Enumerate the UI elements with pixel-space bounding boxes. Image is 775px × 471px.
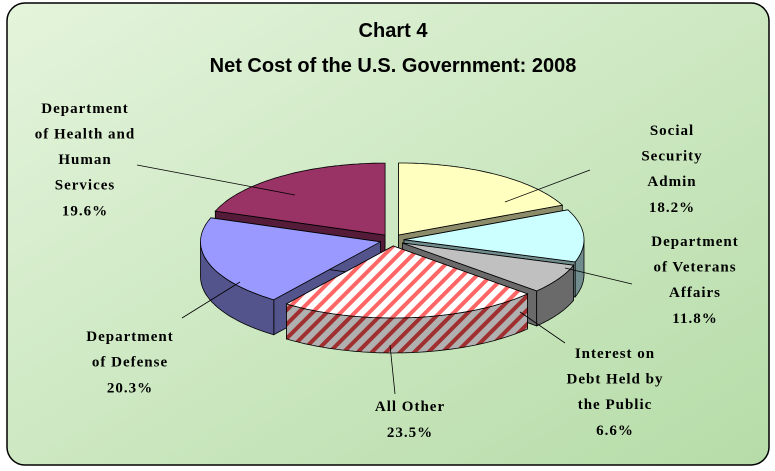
slice-top [398, 162, 564, 236]
slice-top [214, 162, 386, 236]
leader-line [136, 164, 296, 196]
chart-subtitle: Net Cost of the U.S. Government: 2008 [210, 55, 577, 77]
slice-label: Department of Defense [86, 329, 173, 371]
chart-title: Chart 4 [359, 20, 429, 42]
leader-line [564, 267, 633, 285]
slice-value-label: 19.6% [62, 203, 108, 219]
leader-line [389, 344, 396, 395]
slice-top [200, 217, 382, 301]
slice-top [402, 242, 575, 292]
slice-label: Department of Health and Human Services [35, 101, 136, 194]
slice-label: Department of Veterans Affairs [651, 234, 738, 301]
slice-value-label: 6.6% [596, 423, 634, 439]
slice-top [285, 245, 529, 319]
slice-value-label: 23.5% [387, 425, 433, 441]
leader-line [519, 311, 566, 344]
slice-label: All Other [375, 399, 445, 415]
chart-background [6, 2, 770, 466]
slice-top [403, 209, 585, 263]
slice-label: Interest on Debt Held by the Public [566, 346, 663, 413]
slice-label: Social Security Admin [641, 123, 702, 190]
slice-value-label: 11.8% [672, 311, 717, 327]
slice [285, 245, 529, 354]
leader-line [504, 169, 591, 203]
slice-value-label: 20.3% [107, 380, 153, 396]
slice-value-label: 18.2% [649, 200, 695, 216]
leader-line [181, 281, 241, 319]
